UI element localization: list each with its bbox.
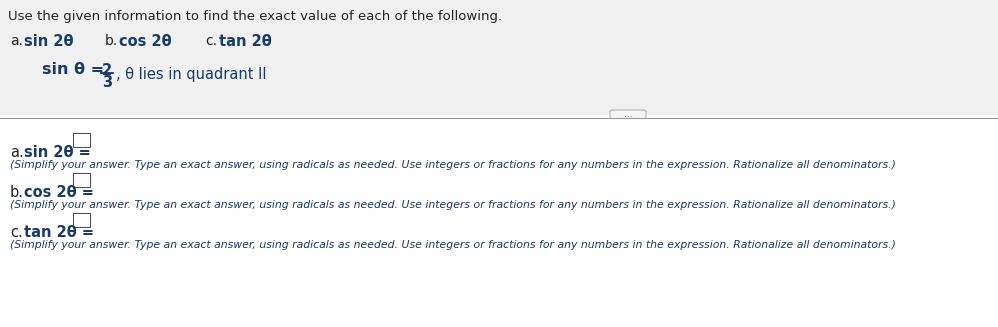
Text: ···: ··· <box>624 113 633 123</box>
FancyBboxPatch shape <box>73 213 90 227</box>
Text: b.: b. <box>105 34 118 48</box>
Text: Use the given information to find the exact value of each of the following.: Use the given information to find the ex… <box>8 10 502 23</box>
FancyBboxPatch shape <box>73 132 90 146</box>
Text: b.: b. <box>10 185 24 200</box>
FancyBboxPatch shape <box>0 118 998 327</box>
Text: tan 2θ =: tan 2θ = <box>24 225 94 240</box>
FancyBboxPatch shape <box>0 0 998 115</box>
Text: c.: c. <box>205 34 217 48</box>
Text: (Simplify your answer. Type an exact answer, using radicals as needed. Use integ: (Simplify your answer. Type an exact ans… <box>10 240 896 250</box>
Text: cos 2θ: cos 2θ <box>119 34 172 49</box>
Text: (Simplify your answer. Type an exact answer, using radicals as needed. Use integ: (Simplify your answer. Type an exact ans… <box>10 200 896 210</box>
Text: 2: 2 <box>102 63 112 78</box>
Text: a.: a. <box>10 34 23 48</box>
Text: , θ lies in quadrant II: , θ lies in quadrant II <box>116 67 266 82</box>
Text: sin 2θ: sin 2θ <box>24 34 74 49</box>
Text: tan 2θ: tan 2θ <box>219 34 271 49</box>
Text: cos 2θ =: cos 2θ = <box>24 185 94 200</box>
FancyBboxPatch shape <box>610 110 646 126</box>
Text: (Simplify your answer. Type an exact answer, using radicals as needed. Use integ: (Simplify your answer. Type an exact ans… <box>10 160 896 170</box>
Text: c.: c. <box>10 225 23 240</box>
FancyBboxPatch shape <box>73 173 90 186</box>
Text: sin θ =: sin θ = <box>42 62 104 77</box>
Text: sin 2θ =: sin 2θ = <box>24 145 91 160</box>
Text: a.: a. <box>10 145 24 160</box>
Text: 3: 3 <box>102 75 112 90</box>
